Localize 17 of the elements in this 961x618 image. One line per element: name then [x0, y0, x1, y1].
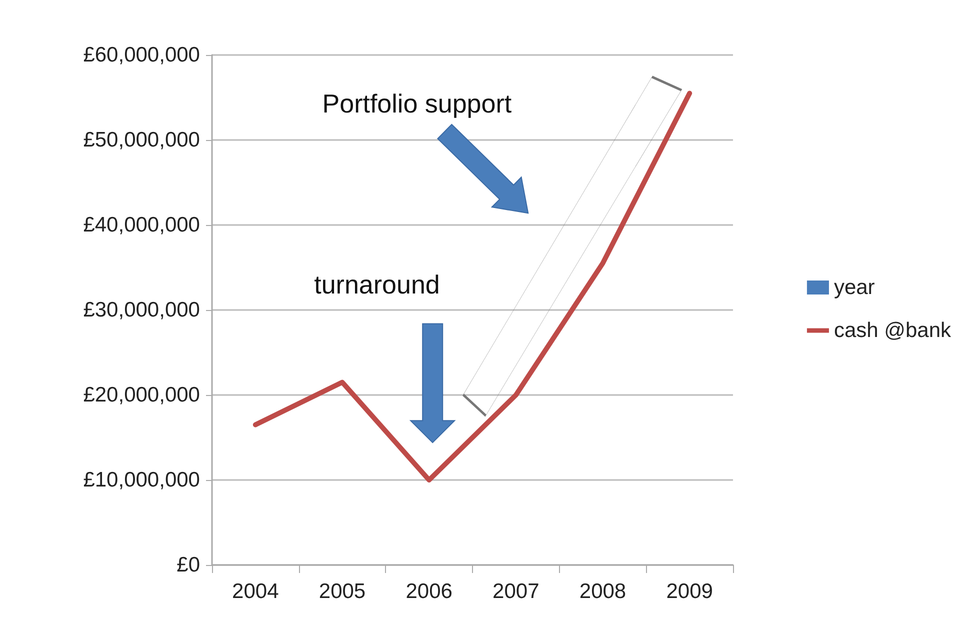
x-tick-label: 2007 — [492, 580, 540, 603]
y-tick-label: £10,000,000 — [83, 468, 200, 492]
x-tick-label: 2004 — [232, 580, 280, 603]
x-tick-label: 2006 — [406, 580, 452, 603]
y-tick-label: £50,000,000 — [83, 128, 200, 152]
y-tick-label: £40,000,000 — [83, 214, 200, 236]
annotation: Portfolio support — [322, 88, 512, 118]
legend-label: cash @bank — [834, 319, 952, 342]
y-tick-label: £30,000,000 — [83, 298, 200, 322]
y-tick-label: £0 — [176, 554, 200, 576]
x-tick-label: 2005 — [318, 580, 366, 603]
x-tick-label: 2008 — [579, 580, 626, 603]
x-tick-label: 2009 — [666, 580, 713, 603]
annotation: turnaround — [314, 270, 440, 300]
y-tick-label: £20,000,000 — [83, 384, 200, 406]
y-tick-label: £60,000,000 — [83, 44, 200, 66]
legend-label: year — [834, 276, 875, 299]
